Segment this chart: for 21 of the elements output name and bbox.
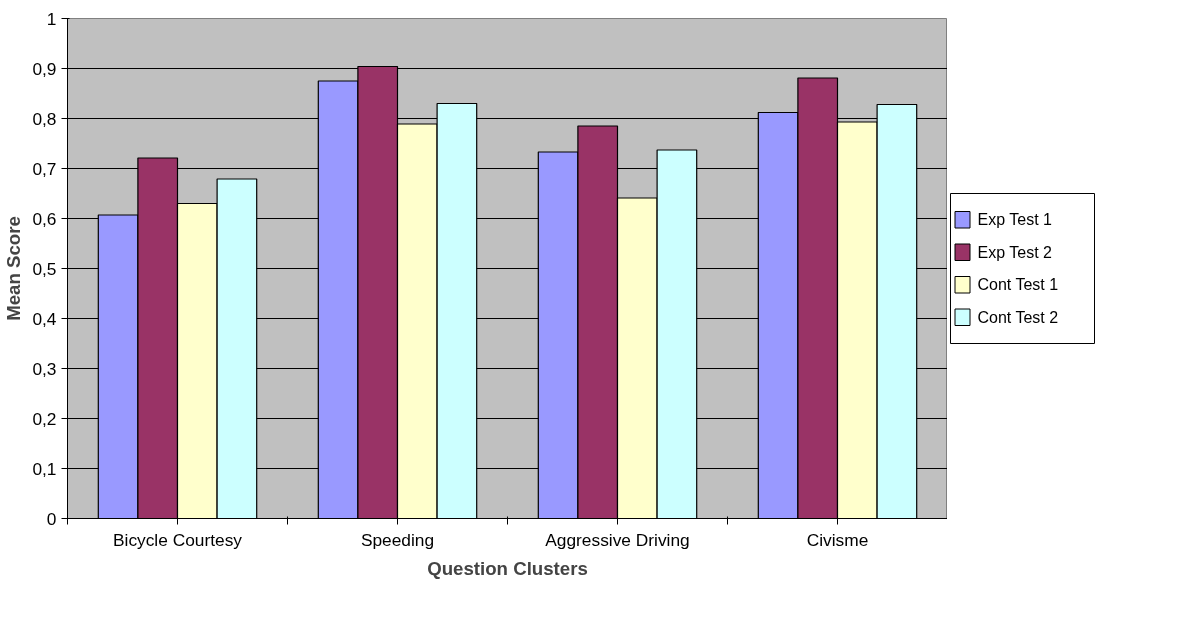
legend-label: Exp Test 1 (977, 211, 1053, 229)
legend-label: Exp Test 2 (977, 243, 1053, 261)
x-tick-label: Civisme (806, 529, 869, 550)
y-tick-label: 0,9 (32, 58, 57, 79)
y-tick-label: 0,3 (32, 358, 57, 379)
y-tick-label: 0,5 (32, 258, 57, 279)
x-axis-title: Question Clusters (427, 557, 588, 579)
y-axis-title: Mean Score (3, 216, 25, 321)
legend-label: Cont Test 1 (977, 276, 1059, 294)
y-tick-label: 0 (46, 508, 57, 529)
legend-label: Cont Test 2 (977, 308, 1059, 326)
y-tick-label: 0,7 (32, 158, 57, 179)
y-tick-label: 0,8 (32, 108, 57, 129)
y-tick-label: 1 (46, 8, 57, 29)
x-tick-label: Speeding (360, 529, 435, 550)
x-tick-label: Bicycle Courtesy (112, 529, 243, 550)
y-tick-label: 0,6 (32, 208, 57, 229)
x-tick-label: Aggressive Driving (545, 529, 690, 550)
y-tick-label: 0,2 (32, 408, 57, 429)
y-tick-label: 0,4 (32, 308, 57, 329)
y-tick-label: 0,1 (32, 458, 57, 479)
